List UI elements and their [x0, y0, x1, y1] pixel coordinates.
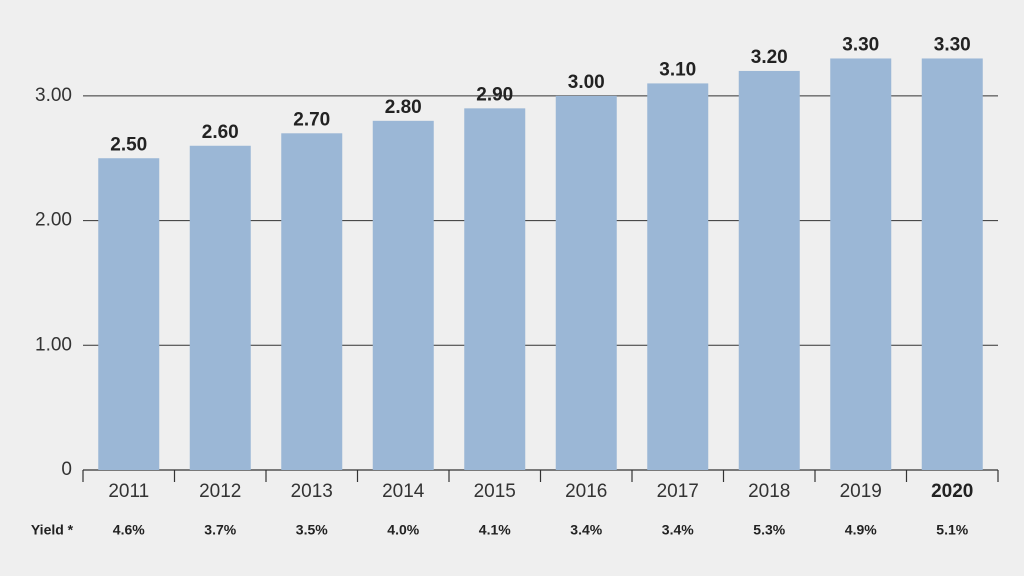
y-tick-label: 1.00 [35, 334, 72, 355]
bar [647, 83, 709, 470]
yield-value: 5.1% [936, 522, 968, 538]
x-tick-label: 2019 [840, 481, 882, 502]
value-label: 3.00 [568, 72, 605, 93]
x-tick-label: 2012 [199, 481, 241, 502]
value-label: 3.30 [842, 34, 879, 55]
bar [281, 133, 343, 470]
bar [830, 58, 892, 471]
yield-value: 4.0% [387, 522, 419, 538]
value-label: 3.10 [659, 59, 696, 80]
x-tick-label: 2017 [657, 481, 699, 502]
yield-label: Yield * [31, 522, 74, 538]
x-tick-label: 2015 [474, 481, 516, 502]
y-tick-label: 3.00 [35, 85, 72, 106]
yield-value: 3.5% [296, 522, 328, 538]
y-tick-label: 2.00 [35, 210, 72, 231]
y-tick-label: 0 [61, 459, 72, 480]
yield-value: 4.1% [479, 522, 511, 538]
bar [555, 95, 617, 470]
bar [98, 158, 160, 470]
bar [464, 108, 526, 471]
value-label: 2.80 [385, 97, 422, 118]
x-tick-label: 2013 [291, 481, 333, 502]
x-tick-label: 2014 [382, 481, 425, 502]
x-tick-label: 2011 [108, 481, 149, 502]
bar [738, 70, 800, 471]
value-label: 2.90 [476, 84, 513, 105]
bar [372, 120, 434, 470]
bar [921, 58, 983, 471]
value-label: 2.50 [110, 134, 147, 155]
value-label: 3.30 [934, 34, 971, 55]
x-tick-label: 2020 [931, 481, 973, 502]
bar [189, 145, 251, 470]
x-tick-label: 2016 [565, 481, 607, 502]
value-label: 3.20 [751, 47, 788, 68]
yield-value: 3.4% [662, 522, 694, 538]
value-label: 2.70 [293, 109, 330, 130]
value-label: 2.60 [202, 122, 239, 143]
yield-value: 4.9% [845, 522, 877, 538]
yield-value: 4.6% [113, 522, 145, 538]
x-tick-label: 2018 [748, 481, 790, 502]
yield-value: 3.4% [570, 522, 602, 538]
yield-value: 3.7% [204, 522, 236, 538]
yield-value: 5.3% [753, 522, 785, 538]
